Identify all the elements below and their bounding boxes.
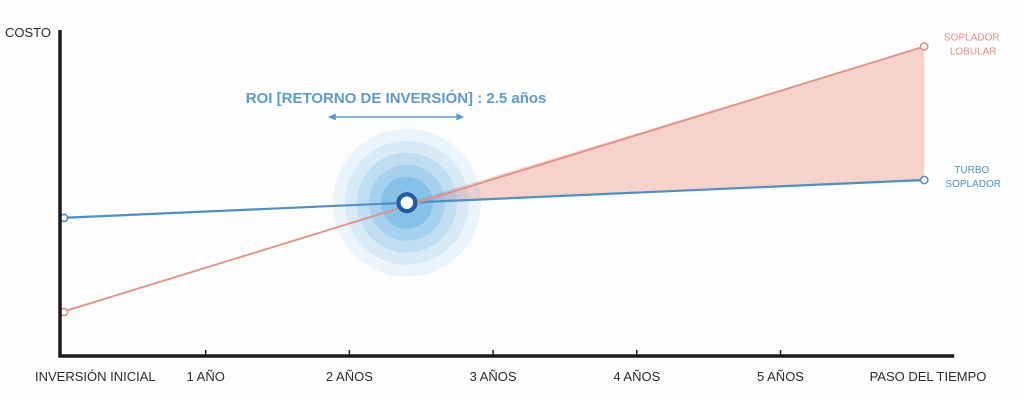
- roi-arrow-right-head: [456, 113, 465, 121]
- series-label-turbo-soplador: TURBO SOPLADOR: [945, 165, 1001, 190]
- series-label-line-1: TURBO: [954, 165, 989, 176]
- series-point-lobular-end: [919, 42, 929, 51]
- series-label-line-2: SOPLADOR: [945, 179, 1001, 190]
- x-tick-label: PASO DEL TIEMPO: [870, 369, 987, 384]
- x-tick-label: 3 AÑOS: [470, 369, 517, 384]
- series-line-turbo-soplador: [61, 178, 925, 219]
- x-ticks: [204, 350, 782, 356]
- series-line-soplador-lobular: [61, 45, 925, 313]
- x-tick-labels: INVERSIÓN INICIAL 1 AÑO 2 AÑOS 3 AÑOS 4 AÑOS…: [35, 369, 986, 384]
- x-tick-label: 2 AÑOS: [326, 369, 373, 384]
- x-tick-label: 4 AÑOS: [613, 369, 660, 384]
- x-tick-label: 5 AÑOS: [757, 369, 804, 384]
- x-tick-label: INVERSIÓN INICIAL: [35, 369, 156, 384]
- series-label-line-2: LOBULAR: [950, 47, 997, 58]
- intersection-marker-ring: [396, 191, 418, 214]
- y-axis-title: COSTO: [5, 25, 51, 40]
- roi-annotation-label: ROI [RETORNO DE INVERSIÓN] : 2.5 años: [246, 89, 547, 107]
- series-point-turbo-end: [919, 175, 929, 185]
- roi-arrow-left-head: [327, 113, 336, 121]
- series-label-soplador-lobular: SOPLADOR LOBULAR: [944, 33, 1002, 58]
- x-tick-label: 1 AÑO: [187, 369, 225, 384]
- series-label-line-1: SOPLADOR: [944, 33, 1000, 44]
